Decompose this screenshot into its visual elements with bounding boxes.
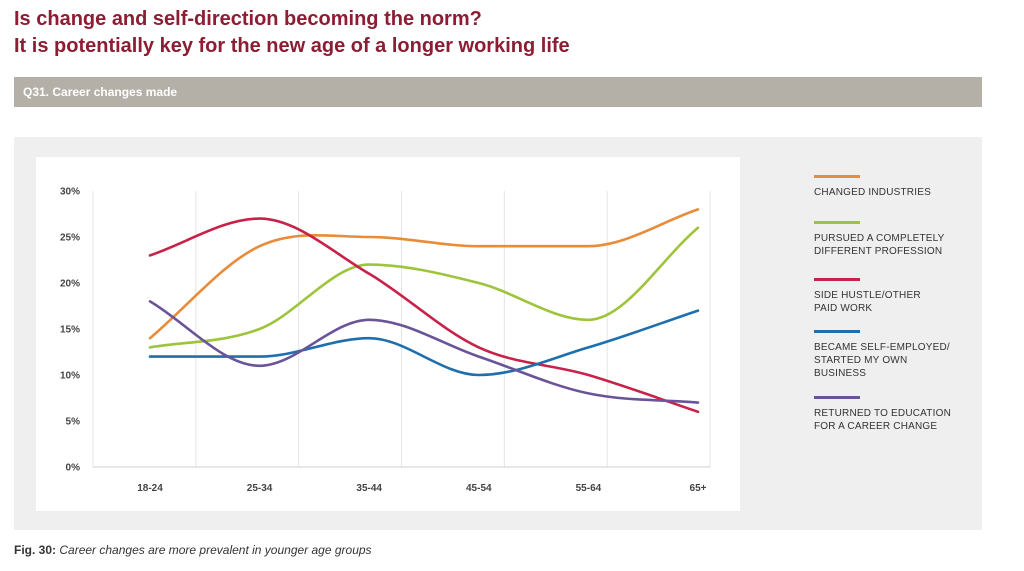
title-line-2: It is potentially key for the new age of… — [14, 35, 570, 57]
question-label: Q31. Career changes made — [23, 85, 178, 99]
series-line-5 — [148, 300, 700, 404]
legend-item: PURSUED A COMPLETELY DIFFERENT PROFESSIO… — [814, 221, 994, 258]
legend-swatch — [814, 221, 860, 224]
figure-caption: Fig. 30: Career changes are more prevale… — [14, 543, 372, 557]
y-tick-label: 30% — [60, 187, 80, 198]
y-tick-label: 15% — [60, 325, 80, 336]
question-bar: Q31. Career changes made — [14, 77, 982, 107]
y-tick-label: 0% — [66, 463, 81, 474]
legend-swatch — [814, 278, 860, 281]
legend-swatch — [814, 175, 860, 178]
legend-swatch — [814, 330, 860, 333]
y-tick-label: 20% — [60, 279, 80, 290]
series-line-3 — [148, 217, 700, 414]
legend-label: CHANGED INDUSTRIES — [814, 187, 931, 198]
legend-label: SIDE HUSTLE/OTHER PAID WORK — [814, 290, 921, 314]
y-tick-label: 10% — [60, 371, 80, 382]
legend-swatch — [814, 396, 860, 399]
y-tick-label: 25% — [60, 233, 80, 244]
x-tick-label: 55-64 — [576, 483, 602, 494]
line-chart: 0% 5% 10% 15% 20% 25% 30% 18-24 25-34 35-44 45-54 5… — [60, 187, 711, 494]
caption-fig-label: Fig. 30: — [14, 543, 57, 557]
legend-item: SIDE HUSTLE/OTHER PAID WORK — [814, 278, 994, 315]
legend-item: BECAME SELF-EMPLOYED/ STARTED MY OWN BUS… — [814, 330, 994, 380]
x-tick-label: 35-44 — [356, 483, 382, 494]
legend-label: BECAME SELF-EMPLOYED/ STARTED MY OWN BUS… — [814, 342, 950, 379]
plot-area: 0% 5% 10% 15% 20% 25% 30% 18-24 25-34 35-44 45-54 5… — [36, 157, 740, 511]
caption-text: Career changes are more prevalent in you… — [59, 543, 372, 557]
y-tick-label: 5% — [66, 417, 81, 428]
series-line-1 — [148, 208, 700, 340]
page-title: Is change and self-direction becoming th… — [14, 6, 570, 60]
legend-label: RETURNED TO EDUCATION FOR A CAREER CHANG… — [814, 408, 951, 432]
series-line-2 — [148, 226, 700, 349]
legend-item: RETURNED TO EDUCATION FOR A CAREER CHANG… — [814, 396, 994, 433]
x-tick-label: 65+ — [690, 483, 707, 494]
series-line-4 — [148, 309, 700, 377]
title-line-1: Is change and self-direction becoming th… — [14, 8, 482, 30]
x-tick-label: 25-34 — [247, 483, 273, 494]
legend-label: PURSUED A COMPLETELY DIFFERENT PROFESSIO… — [814, 233, 945, 257]
legend-item: CHANGED INDUSTRIES — [814, 175, 994, 199]
x-tick-label: 45-54 — [466, 483, 492, 494]
x-tick-label: 18-24 — [137, 483, 163, 494]
